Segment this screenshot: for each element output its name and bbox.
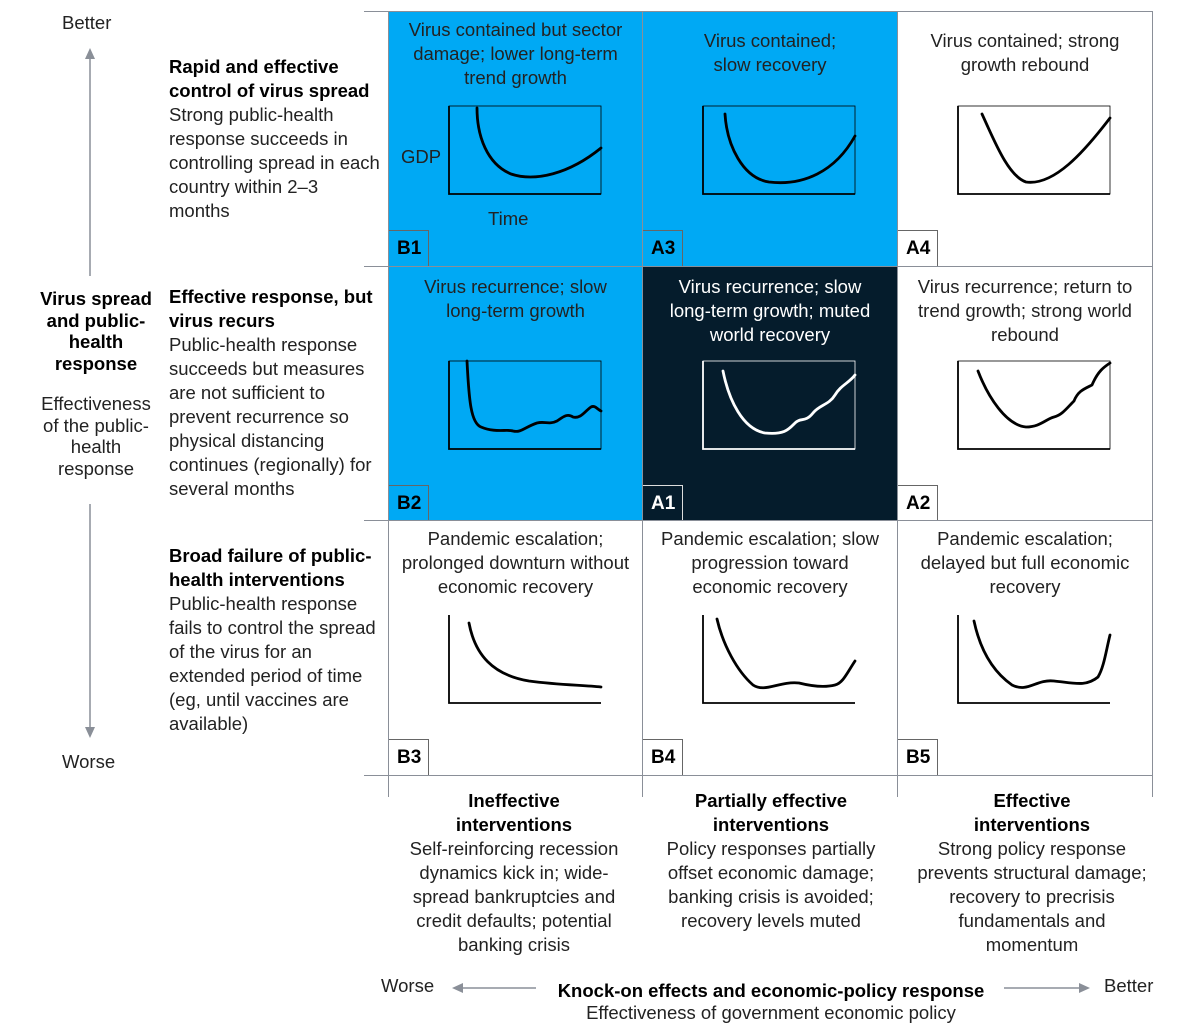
scenario-cell-b2: Virus recurrence; slow long-term growth B…: [389, 267, 642, 521]
scenario-id-badge: A1: [643, 485, 683, 521]
x-axis-title: Knock-on effects and economic-policy res…: [557, 980, 985, 1001]
column-description-effective: Effective interventions Strong policy re…: [912, 789, 1152, 957]
scenario-id-badge: B3: [389, 739, 429, 775]
y-axis-better-label: Better: [62, 12, 112, 33]
scenario-title: Virus recurrence; slow long-term growth: [424, 276, 607, 321]
scenario-id-badge: A3: [643, 230, 683, 266]
y-axis-worse-label: Worse: [62, 751, 116, 772]
gdp-curve-line: [475, 106, 603, 179]
scenario-cell-b4: Pandemic escalation; slow progression to…: [643, 521, 897, 775]
row-text: Public-health response succeeds but meas…: [169, 334, 372, 499]
scenario-title: Virus recurrence; slow long-term growth;…: [669, 276, 871, 345]
row-description-failure: Broad failure of public-health intervent…: [169, 544, 381, 736]
chart-axes: [448, 615, 601, 704]
grid-col-line-2: [897, 11, 898, 797]
chart-frame: [957, 360, 1111, 450]
row-heading: Effective response, but virus recurs: [169, 286, 373, 331]
scenario-cell-a3: Virus contained; slow recovery A3: [643, 12, 897, 266]
column-heading: Ineffective interventions: [455, 790, 573, 835]
chart-axes: [957, 361, 1110, 450]
gdp-curve-line: [723, 112, 857, 185]
scenario-cell-a1: Virus recurrence; slow long-term growth;…: [643, 267, 897, 521]
grid-col-line-3: [1152, 11, 1153, 797]
gdp-curve-line: [980, 112, 1112, 184]
row-heading: Rapid and effective control of virus spr…: [169, 56, 370, 101]
x-axis-arrow-left: [452, 983, 536, 993]
gdp-curve-line: [465, 359, 603, 433]
gdp-curve-line: [721, 369, 857, 435]
grid-col-line-1: [642, 11, 643, 797]
y-axis-arrow: [85, 48, 95, 738]
grid-top-line: [364, 11, 1153, 12]
gdp-curve-line: [467, 621, 603, 689]
y-axis-subtitle: Effectiveness of the public-health respo…: [41, 393, 151, 479]
scenario-title: Pandemic escalation; slow progression to…: [661, 528, 879, 597]
scenario-title: Virus contained; strong growth rebound: [930, 30, 1120, 75]
chart-frame: [448, 105, 602, 195]
grid-row-line-2: [364, 520, 1153, 521]
scenario-id-badge: B1: [389, 230, 429, 266]
scenario-cell-a4: Virus contained; strong growth rebound A4: [898, 12, 1152, 266]
column-heading: Partially effective interventions: [694, 790, 848, 835]
gdp-curve-chart: [702, 615, 857, 704]
row-description-rapid: Rapid and effective control of virus spr…: [169, 55, 381, 223]
x-axis-arrow-right: [1004, 983, 1090, 993]
gdp-curve-chart: [448, 105, 603, 195]
chart-axes: [957, 615, 1110, 704]
scenario-title: Virus recurrence; return to trend growth…: [917, 276, 1133, 345]
row-description-recurs: Effective response, but virus recurs Pub…: [169, 285, 381, 501]
scenario-title: Virus contained but sector damage; lower…: [408, 19, 623, 88]
scenario-cell-b3: Pandemic escalation; prolonged downturn …: [389, 521, 642, 775]
row-text: Public-health response fails to control …: [169, 593, 376, 734]
gdp-curve-chart: [957, 360, 1112, 450]
gdp-curve-line: [972, 619, 1112, 689]
column-description-partial: Partially effective interventions Policy…: [651, 789, 891, 933]
scenario-id-badge: B2: [389, 485, 429, 521]
row-text: Strong public-health response succeeds i…: [169, 104, 380, 221]
column-heading: Effective interventions: [973, 790, 1091, 835]
grid-row-line-1: [364, 266, 1153, 267]
chart-frame: [702, 360, 856, 450]
scenario-cell-b5: Pandemic escalation; delayed but full ec…: [898, 521, 1152, 775]
gdp-curve-line: [715, 617, 857, 690]
scenario-id-badge: B4: [643, 739, 683, 775]
scenario-cell-b1: Virus contained but sector damage; lower…: [389, 12, 642, 266]
grid-bottom-line: [364, 775, 1153, 776]
chart-axes: [448, 106, 601, 195]
column-text: Strong policy response prevents structur…: [917, 838, 1147, 955]
scenario-title: Pandemic escalation; delayed but full ec…: [920, 528, 1130, 597]
chart-axes: [702, 615, 855, 704]
scenario-id-badge: B5: [898, 739, 938, 775]
gdp-curve-chart: [448, 615, 603, 704]
chart-axes: [957, 106, 1110, 195]
row-heading: Broad failure of public-health intervent…: [169, 545, 372, 590]
scenario-cell-a2: Virus recurrence; return to trend growth…: [898, 267, 1152, 521]
gdp-curve-chart: [702, 105, 857, 195]
chart-frame: [449, 615, 601, 703]
mini-axis-gdp-label: GDP: [401, 146, 442, 167]
mini-axis-time-label: Time: [488, 208, 529, 229]
scenario-title: Virus contained; slow recovery: [703, 30, 837, 75]
chart-axes: [702, 106, 855, 195]
gdp-curve-chart: [957, 105, 1112, 195]
chart-frame: [958, 615, 1110, 703]
gdp-curve-chart: [957, 615, 1112, 704]
x-axis-worse-label: Worse: [381, 975, 435, 996]
chart-frame: [703, 615, 855, 703]
scenario-id-badge: A4: [898, 230, 938, 266]
x-axis-better-label: Better: [1104, 975, 1154, 996]
gdp-curve-chart: [702, 360, 857, 450]
column-text: Self-reinforcing recession dynamics kick…: [409, 838, 619, 955]
scenario-id-badge: A2: [898, 485, 938, 521]
y-axis-title: Virus spread and public-health response: [40, 288, 152, 374]
chart-axes: [448, 361, 601, 450]
gdp-curve-chart: [448, 359, 603, 450]
scenario-title: Pandemic escalation; prolonged downturn …: [401, 528, 630, 597]
column-text: Policy responses partially offset econom…: [666, 838, 876, 931]
chart-axes: [702, 361, 855, 450]
grid-col-line-0: [388, 11, 389, 797]
x-axis-subtitle: Effectiveness of government economic pol…: [586, 1002, 956, 1023]
column-description-ineffective: Ineffective interventions Self-reinforci…: [394, 789, 634, 957]
gdp-curve-line: [976, 361, 1112, 429]
